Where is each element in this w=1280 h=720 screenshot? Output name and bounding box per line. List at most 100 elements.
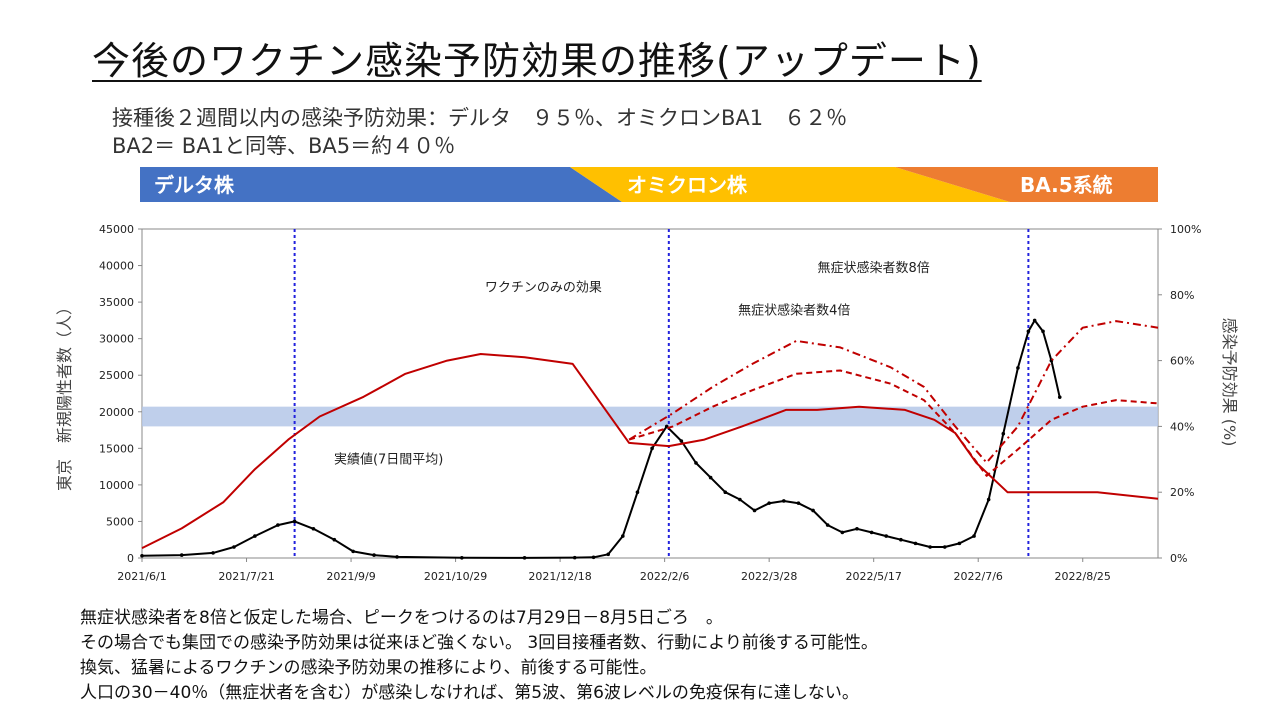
data-point [694,461,698,465]
data-point [1057,395,1062,399]
x-tick-label: 2021/9/9 [326,570,375,583]
data-point [179,553,184,557]
data-point [869,530,874,535]
y-tick-label: 0 [127,552,134,565]
data-point [621,534,625,538]
data-point [332,537,337,542]
y2-tick-label: 40% [1170,420,1194,433]
notes: 無症状感染者を8倍と仮定した場合、ピークをつけるのは7月29日－8月5日ごろ 。… [80,606,878,706]
data-point [460,555,464,560]
data-point [884,534,889,538]
data-point [825,523,830,527]
reference-lines [293,229,1030,558]
data-point [292,519,297,524]
strain-label-ba5: BA.5系統 [1020,173,1113,197]
data-point [928,545,932,549]
data-point [957,541,962,546]
data-point [572,555,577,560]
y-tick-label: 20000 [99,406,134,419]
slide-title: 今後のワクチン感染予防効果の推移(アップデート) [92,39,982,83]
annotation-label: 無症状感染者数4倍 [738,303,850,319]
data-point [522,556,527,560]
y2-tick-label: 60% [1170,355,1194,368]
note-line: その場合でも集団での感染予防効果は従来ほど強くない。 3回目接種者数、行動により… [80,633,878,653]
data-point [606,552,610,557]
y-axis-label: 東京 新規陽性者数（人） [55,299,74,491]
data-point [752,508,757,513]
x-tick-label: 2022/5/17 [845,570,901,583]
subtitle-line-1: 接種後２週間以内の感染予防効果：デルタ ９５％、オミクロンBA1 ６２％ [112,106,848,130]
y2-tick-label: 80% [1170,289,1194,302]
data-point [140,554,144,558]
note-line: 人口の30－40％（無症状者を含む）が感染しなければ、第5波、第6波レベルの免疫… [80,683,859,703]
data-point [767,501,771,505]
plot-frame [141,228,1159,559]
data-point [650,446,654,451]
y-tick-label: 40000 [99,260,134,273]
x-tick-label: 2022/3/28 [741,570,797,583]
data-point [1032,318,1037,323]
y2-axis-label: 感染予防効果 (%) [1220,318,1239,447]
y2-tick-label: 100% [1170,223,1201,236]
protection-band-rect [142,406,1158,427]
y-tick-label: 25000 [99,369,134,382]
x-tick-label: 2021/7/21 [218,570,274,583]
y-tick-label: 30000 [99,333,134,346]
data-point [679,439,684,443]
data-point [232,545,236,549]
subtitle-line-2: BA2＝ BA1と同等、BA5＝約４０％ [112,134,456,158]
series-lines [140,318,1159,560]
series-line [141,319,1061,559]
data-point [211,551,215,555]
data-point [1016,366,1020,370]
annotation-label: ワクチンのみの効果 [485,281,602,296]
y2-tick-label: 0% [1170,552,1187,565]
data-point [1041,329,1045,334]
data-point [986,497,991,502]
data-point [899,537,903,542]
data-point [351,549,355,554]
data-point [942,545,947,549]
series-line [628,369,1159,477]
data-point [913,541,918,546]
x-tick-label: 2021/6/1 [117,570,166,583]
x-tick-label: 2022/7/6 [954,570,1003,583]
strain-band-omicron [570,167,1010,202]
data-point [1001,431,1006,436]
annotation-label: 実績値(7日間平均) [334,452,443,468]
data-point [372,553,376,557]
x-tick-label: 2021/12/18 [528,570,591,583]
data-point [1026,329,1031,334]
strain-band-ba5 [895,167,1158,202]
data-point [796,501,801,505]
data-point [811,508,815,513]
y-tick-label: 5000 [106,515,134,528]
data-point [635,490,640,495]
data-point [855,526,859,531]
protection-band [142,406,1158,427]
data-point [395,555,399,559]
data-point [591,555,596,560]
x-tick-label: 2022/8/25 [1055,570,1111,583]
data-point [972,534,976,538]
y-tick-label: 45000 [99,223,134,236]
y-tick-label: 15000 [99,442,134,455]
strain-label-delta: デルタ株 [154,173,235,197]
y-tick-label: 10000 [99,479,134,492]
note-line: 無症状感染者を8倍と仮定した場合、ピークをつけるのは7月29日－8月5日ごろ 。 [80,608,723,628]
series-line [628,320,1159,464]
note-line: 換気、猛暑によるワクチンの感染予防効果の推移により、前後する可能性。 [80,658,657,678]
strain-band-delta [140,167,622,202]
y2-tick-label: 20% [1170,486,1194,499]
data-point [276,523,280,527]
annotation-label: 無症状感染者数8倍 [818,260,930,276]
y-tick-label: 35000 [99,296,134,309]
data-point [311,526,316,531]
strain-label-omicron: オミクロン株 [627,173,748,197]
chart-axes: 0 5000 10000 15000 20000 25000 30000 35000 40000… [99,223,1201,583]
strain-band-bar: デルタ株 オミクロン株 BA.5系統 [140,167,1158,202]
data-point [781,499,786,503]
data-point [253,534,257,538]
data-point [738,497,742,502]
